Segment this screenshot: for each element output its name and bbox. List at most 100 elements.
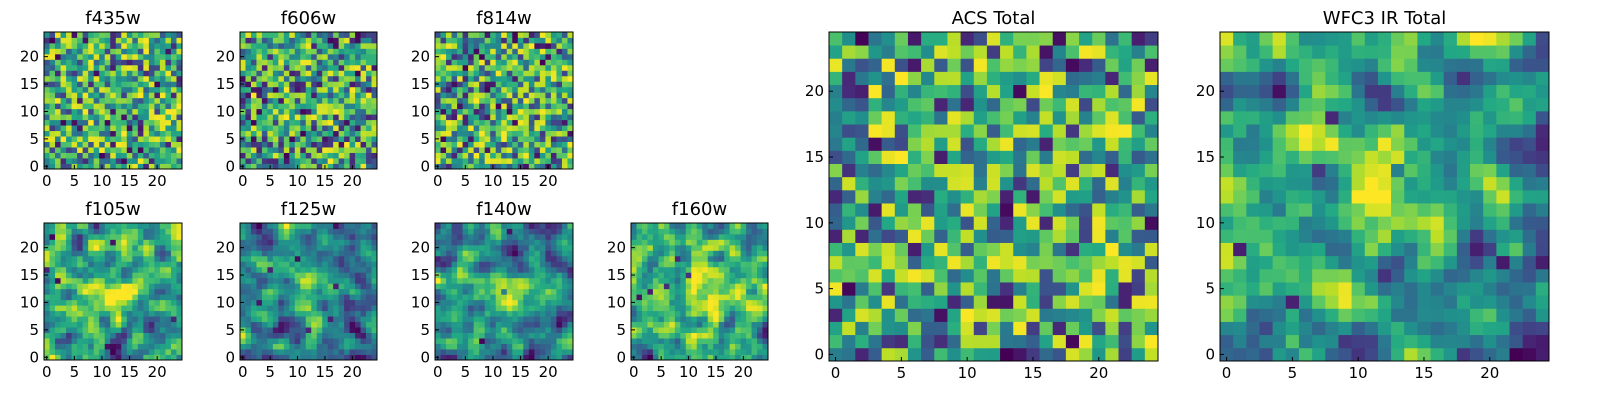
heatmap-cell — [77, 223, 84, 229]
heatmap-cell — [322, 233, 329, 240]
heatmap-cell — [685, 299, 692, 306]
heatmap-cell — [93, 81, 100, 88]
heatmap-cell — [77, 158, 84, 164]
heatmap-cell — [316, 250, 323, 257]
heatmap-cell — [528, 288, 535, 295]
heatmap-cell — [842, 124, 856, 138]
heatmap-cell — [256, 223, 263, 229]
heatmap-cell — [77, 354, 84, 361]
heatmap-cell — [261, 163, 268, 170]
heatmap-cell — [729, 321, 736, 328]
heatmap-cell — [534, 42, 541, 49]
heatmap-cell — [327, 53, 334, 60]
heatmap-cell — [272, 250, 279, 257]
heatmap-cell — [751, 228, 758, 235]
heatmap-cell — [556, 136, 563, 142]
heatmap-cell — [82, 75, 89, 82]
heatmap-cell — [457, 103, 463, 110]
heatmap-cell — [66, 86, 72, 93]
heatmap-cell — [680, 294, 687, 301]
heatmap-cell — [674, 349, 681, 355]
heatmap-cell — [115, 147, 122, 153]
heatmap-cell — [561, 349, 568, 355]
heatmap-cell — [462, 239, 469, 246]
heatmap-cell — [159, 53, 166, 60]
heatmap-cell — [278, 92, 285, 99]
heatmap-cell — [550, 266, 557, 273]
heatmap-cell — [245, 114, 252, 121]
heatmap-cell — [333, 255, 340, 262]
heatmap-cell — [545, 130, 552, 137]
heatmap-cell — [907, 176, 922, 191]
heatmap-cell — [272, 125, 279, 132]
heatmap-cell — [1052, 137, 1067, 151]
heatmap-cell — [88, 272, 95, 279]
heatmap-cell — [55, 266, 61, 273]
heatmap-cell — [55, 141, 61, 148]
heatmap-cell — [256, 64, 263, 71]
heatmap-cell — [1052, 189, 1067, 204]
heatmap-cell — [473, 244, 480, 251]
heatmap-cell — [126, 294, 133, 301]
heatmap-cell — [143, 327, 150, 333]
heatmap-cell — [691, 228, 698, 235]
heatmap-cell — [294, 244, 301, 251]
heatmap-cell — [506, 255, 513, 262]
heatmap-cell — [495, 147, 502, 153]
heatmap-cell — [93, 294, 100, 301]
heatmap-cell — [691, 223, 698, 229]
heatmap-cell — [349, 114, 356, 121]
heatmap-cell — [567, 75, 574, 82]
heatmap-cell — [110, 136, 117, 142]
heatmap-cell — [294, 228, 301, 235]
heatmap-cell — [691, 316, 698, 323]
heatmap-cell — [647, 316, 654, 323]
heatmap-cell — [663, 305, 670, 312]
heatmap-cell — [718, 239, 725, 246]
heatmap-cell — [506, 114, 513, 121]
heatmap-cell — [501, 158, 508, 164]
heatmap-cell — [278, 32, 285, 38]
heatmap-cell — [366, 349, 372, 355]
heatmap-cell — [360, 332, 367, 339]
heatmap-cell — [300, 119, 307, 126]
heatmap-cell — [435, 305, 441, 312]
heatmap-cell — [360, 70, 367, 77]
heatmap-cell — [561, 75, 568, 82]
heatmap-cell — [762, 294, 769, 301]
heatmap-cell — [545, 228, 552, 235]
heatmap-cell — [512, 244, 519, 251]
heatmap-cell — [137, 299, 144, 306]
heatmap-cell — [261, 233, 268, 240]
x-tick-label: 0 — [433, 172, 443, 190]
heatmap-cell — [355, 81, 361, 88]
heatmap-cell — [517, 92, 524, 99]
heatmap-cell — [658, 272, 665, 279]
y-tick-label: 15 — [216, 266, 235, 284]
heatmap-cell — [479, 59, 486, 66]
heatmap-cell — [355, 70, 361, 77]
heatmap-cell — [93, 108, 100, 115]
heatmap-cell — [360, 130, 367, 137]
heatmap-cell — [283, 125, 290, 132]
heatmap-cell — [881, 308, 896, 322]
heatmap-cell — [126, 250, 133, 257]
heatmap-cell — [82, 261, 89, 268]
heatmap-cell — [283, 37, 290, 44]
heatmap-cell — [680, 250, 687, 257]
heatmap-cell — [338, 70, 345, 77]
heatmap-cell — [261, 261, 268, 268]
heatmap-cell — [501, 86, 508, 93]
heatmap-cell — [126, 233, 133, 240]
heatmap-cell — [762, 223, 769, 229]
heatmap-cell — [446, 261, 452, 268]
heatmap-cell — [126, 228, 133, 235]
heatmap-cell — [333, 81, 340, 88]
heatmap-cell — [115, 42, 122, 49]
heatmap-cell — [267, 283, 274, 290]
heatmap-cell — [435, 158, 441, 164]
heatmap-cell — [907, 242, 922, 257]
heatmap-cell — [272, 108, 279, 115]
heatmap-cell — [165, 354, 172, 361]
heatmap-cell — [115, 32, 122, 38]
